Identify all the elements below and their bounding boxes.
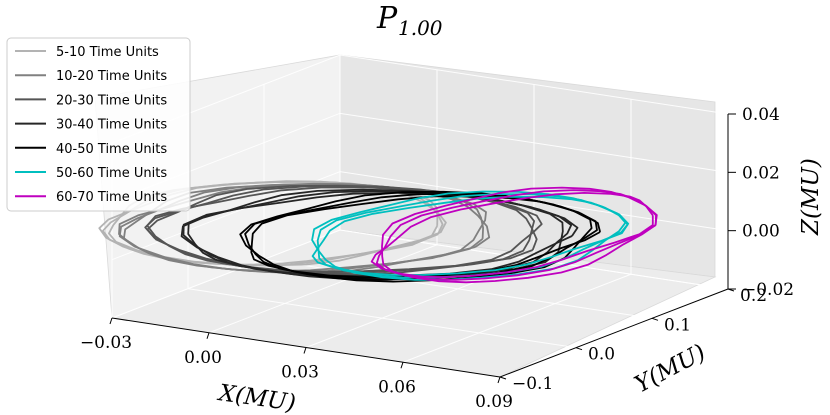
legend-label: 20-30 Time Units — [56, 93, 167, 108]
x-tick-mark — [109, 317, 113, 325]
plot-panes — [94, 54, 717, 378]
z-gridline — [111, 229, 729, 319]
y-tick-mark — [575, 347, 583, 351]
y-tick-label: 0.2 — [740, 286, 767, 306]
axes: −0.03 0.00 0.03 0.06 0.09−0.1 0.0 0.1 0.2−0.02 0… — [80, 105, 794, 412]
z-tick-label: −0.02 — [742, 280, 794, 300]
legend-box — [6, 37, 191, 212]
legend-label: 50-60 Time Units — [56, 166, 167, 181]
series-line — [370, 191, 654, 279]
legend-label: 5-10 Time Units — [56, 45, 159, 60]
legend-label: 60-70 Time Units — [56, 190, 167, 205]
x-tick-mark — [206, 332, 210, 339]
z-tick-label: 0.04 — [742, 105, 780, 125]
legend-label: 40-50 Time Units — [56, 142, 167, 157]
z-axis-label: Z(MU) — [798, 158, 824, 236]
z-tick-label: 0.00 — [742, 222, 780, 242]
x-tick-mark — [497, 376, 501, 384]
x-tick-label: 0.00 — [184, 348, 222, 368]
y-tick-mark — [499, 376, 507, 380]
x-axis-line — [111, 317, 501, 378]
x-tick-label: −0.03 — [80, 333, 132, 353]
x-tick-mark — [303, 347, 307, 354]
chart-title: P — [376, 1, 398, 36]
series-line — [311, 195, 629, 276]
z-tick-label: 0.02 — [742, 163, 780, 183]
x-tick-label: 0.03 — [281, 363, 319, 383]
x-axis-label: X(MU) — [215, 380, 297, 415]
series-line — [375, 189, 657, 281]
legend-label: 30-40 Time Units — [56, 118, 167, 133]
series-7 — [370, 186, 658, 284]
legend-label: 10-20 Time Units — [56, 69, 167, 84]
y-tick-mark — [651, 317, 659, 321]
y-axis-line — [499, 288, 729, 378]
y-tick-label: 0.1 — [664, 315, 691, 335]
legend: 5-10 Time Units 10-20 Time Units 20-30 Tim… — [6, 37, 191, 212]
x-tick-label: 0.06 — [378, 377, 416, 397]
x-tick-mark — [400, 362, 404, 369]
y-tick-label: 0.0 — [588, 345, 615, 365]
chart-title-subscript: 1.00 — [398, 16, 443, 40]
y-tick-label: −0.1 — [512, 374, 553, 394]
x-tick-label: 0.09 — [475, 392, 513, 412]
y-axis-label: Y(MU) — [631, 340, 710, 399]
